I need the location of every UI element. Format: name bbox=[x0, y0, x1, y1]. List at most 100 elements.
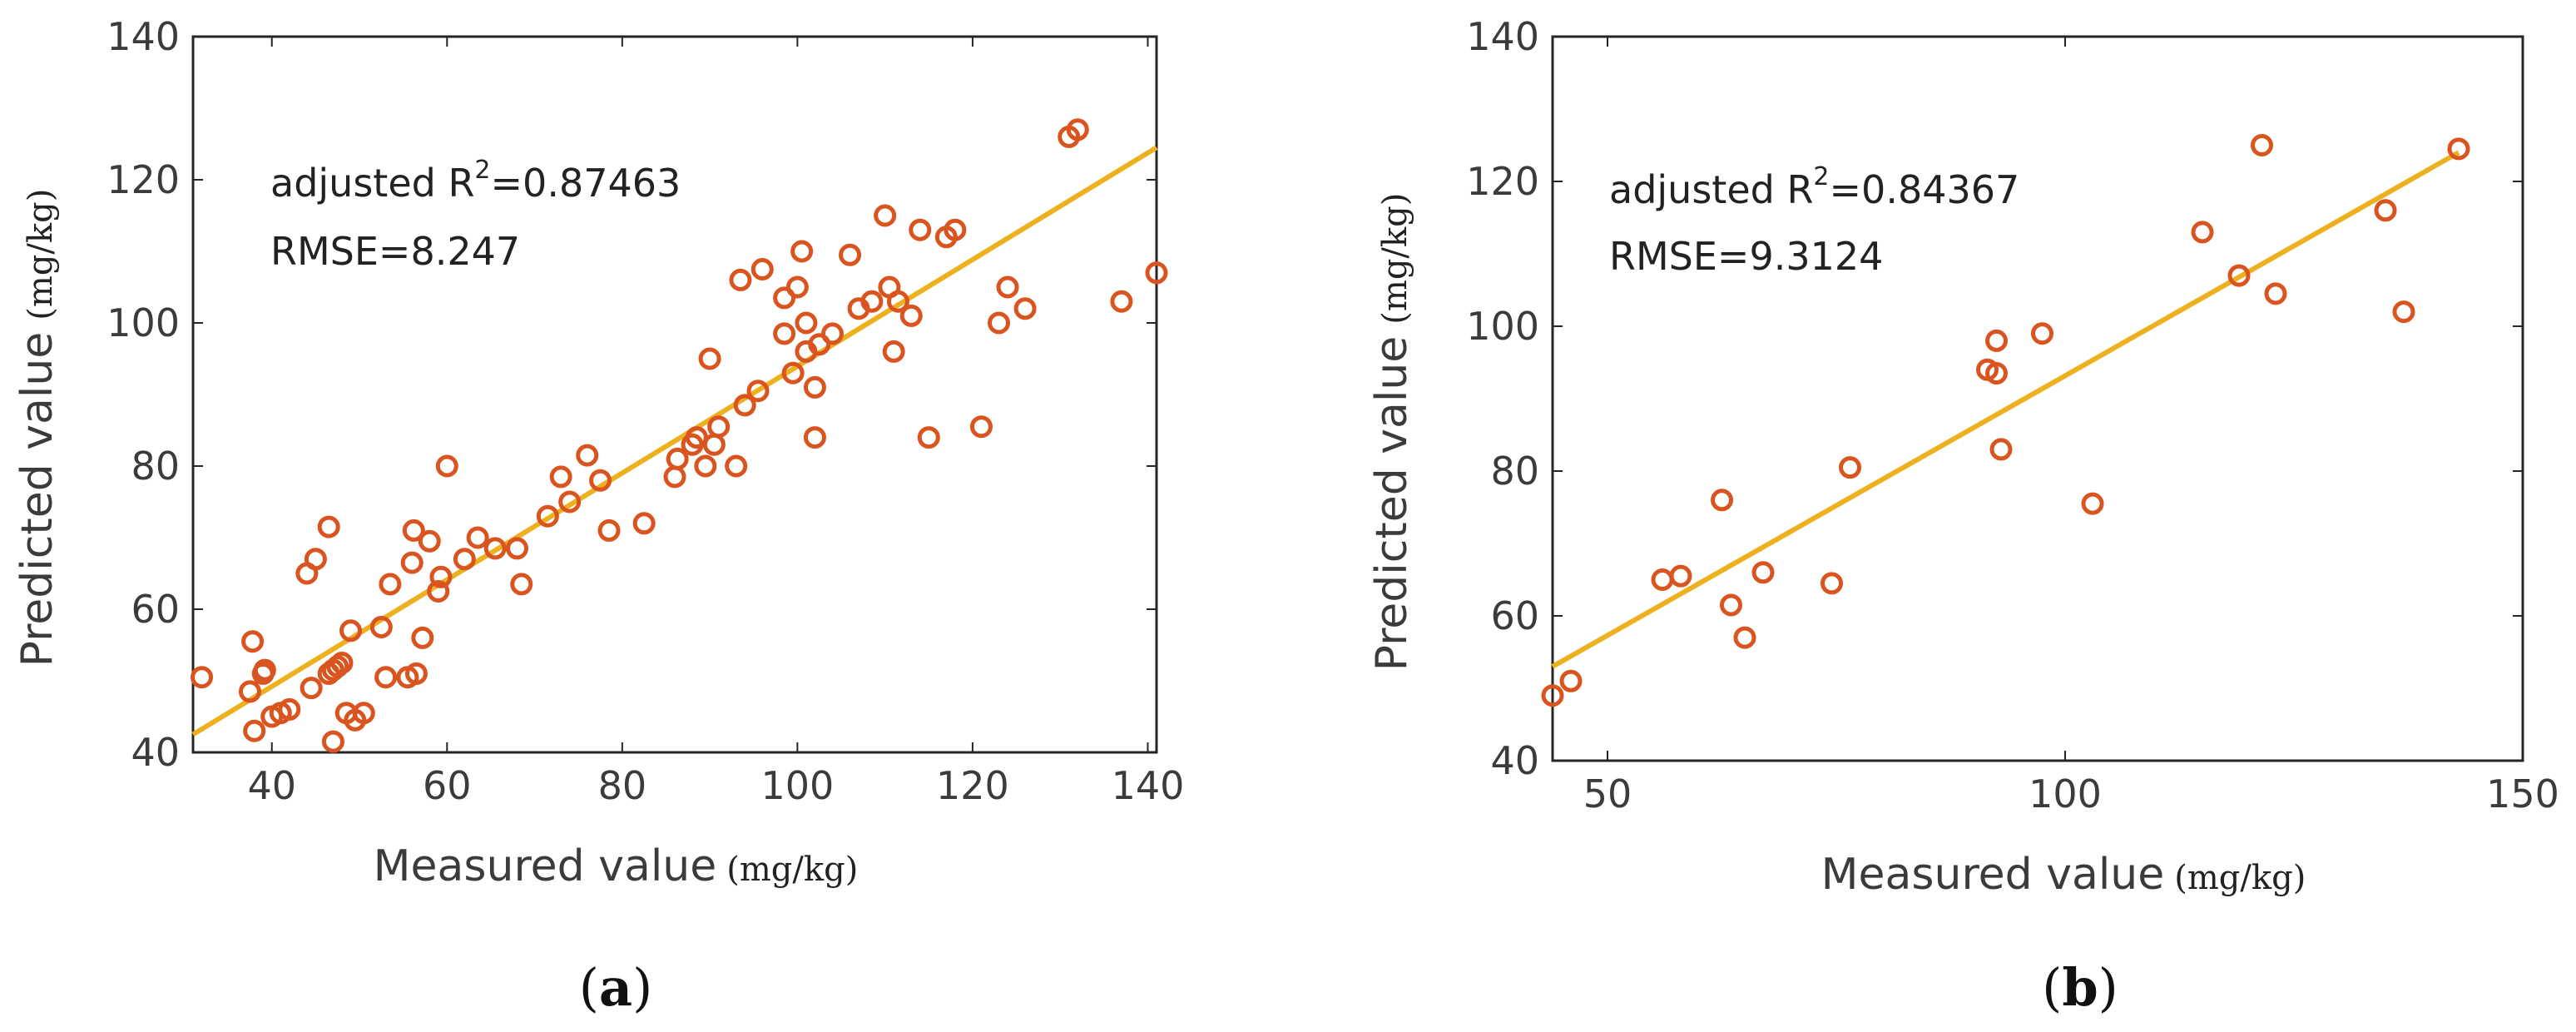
panel-b-x-axis-label: Measured value (mg/kg) bbox=[1821, 850, 2306, 900]
panel-b-points bbox=[1541, 134, 2470, 707]
data-point bbox=[996, 275, 1019, 299]
y-tick-label: 60 bbox=[131, 587, 180, 632]
data-point bbox=[1720, 593, 1742, 617]
data-point bbox=[549, 465, 572, 489]
y-tick-label: 60 bbox=[1490, 593, 1539, 638]
panel-a-ticks: 40 60 80 100 120 140 40 60 80 100 120 140 bbox=[107, 14, 1184, 808]
data-point bbox=[909, 218, 932, 241]
data-point bbox=[1013, 297, 1037, 320]
data-point bbox=[339, 619, 362, 643]
data-point bbox=[886, 290, 909, 313]
panel-a-fit-line bbox=[191, 145, 1158, 737]
data-point bbox=[411, 626, 434, 649]
data-point bbox=[483, 537, 507, 560]
panel-b-rmse-annotation: RMSE=9.3124 bbox=[1609, 234, 1883, 279]
data-point bbox=[191, 666, 214, 689]
data-point bbox=[1541, 684, 1564, 707]
data-point bbox=[558, 490, 582, 514]
data-point bbox=[506, 537, 529, 560]
panel-a-x-axis-label: Measured value (mg/kg) bbox=[374, 841, 859, 891]
data-point bbox=[576, 444, 599, 467]
panel-b-caption: (b) bbox=[2042, 957, 2118, 1018]
y-tick-label: 40 bbox=[1490, 738, 1539, 783]
x-tick-label: 100 bbox=[760, 763, 834, 808]
data-point bbox=[300, 677, 323, 700]
data-point bbox=[278, 697, 301, 721]
x-tick-label: 150 bbox=[2486, 772, 2559, 816]
data-point bbox=[510, 573, 533, 596]
data-point bbox=[702, 433, 726, 456]
data-point bbox=[238, 680, 261, 703]
data-point bbox=[666, 447, 689, 470]
data-point bbox=[427, 580, 450, 603]
data-point bbox=[317, 515, 340, 538]
x-tick-label: 50 bbox=[1583, 772, 1632, 816]
data-point bbox=[632, 512, 656, 535]
data-point bbox=[746, 380, 770, 403]
data-point bbox=[899, 304, 923, 327]
x-tick-label: 120 bbox=[936, 763, 1009, 808]
data-point bbox=[589, 469, 612, 492]
data-point bbox=[453, 548, 476, 571]
data-point bbox=[773, 322, 796, 345]
data-point bbox=[729, 268, 752, 291]
panel-a-caption: (a) bbox=[579, 957, 653, 1018]
x-tick-label: 100 bbox=[2029, 772, 2102, 816]
data-point bbox=[1821, 572, 1843, 595]
data-point bbox=[1839, 456, 1861, 479]
panel-a-r2-annotation: adjusted R2=0.87463 bbox=[270, 156, 681, 206]
data-point bbox=[663, 465, 686, 489]
panel-a-chart: 40 60 80 100 120 140 40 60 80 100 120 140 adjusted … bbox=[12, 14, 1184, 1018]
data-point bbox=[1066, 118, 1089, 141]
x-tick-label: 80 bbox=[598, 763, 647, 808]
data-point bbox=[2264, 282, 2287, 305]
data-point bbox=[253, 658, 276, 682]
data-point bbox=[435, 454, 458, 478]
data-point bbox=[1651, 568, 1674, 591]
data-point bbox=[1733, 626, 1756, 649]
y-tick-label: 140 bbox=[1466, 14, 1539, 59]
data-point bbox=[374, 666, 398, 689]
data-point bbox=[1751, 561, 1775, 584]
data-point bbox=[1110, 290, 1133, 313]
y-tick-label: 80 bbox=[131, 444, 180, 489]
y-tick-label: 40 bbox=[131, 730, 180, 775]
data-point bbox=[404, 662, 428, 685]
data-point bbox=[1669, 564, 1692, 588]
x-tick-label: 40 bbox=[247, 763, 296, 808]
y-tick-label: 100 bbox=[107, 300, 180, 345]
data-point bbox=[733, 394, 756, 417]
data-point bbox=[321, 730, 344, 753]
data-point bbox=[2191, 221, 2214, 244]
data-point bbox=[400, 551, 424, 574]
data-point bbox=[466, 526, 489, 549]
x-tick-label: 140 bbox=[1112, 763, 1185, 808]
data-point bbox=[418, 529, 441, 553]
data-point bbox=[944, 218, 967, 241]
data-point bbox=[790, 240, 814, 263]
data-point bbox=[917, 426, 940, 449]
data-point bbox=[882, 340, 905, 363]
data-point bbox=[2374, 199, 2397, 222]
y-tick-label: 140 bbox=[107, 14, 180, 59]
data-point bbox=[1145, 261, 1168, 285]
y-tick-label: 100 bbox=[1466, 304, 1539, 349]
data-point bbox=[536, 504, 559, 528]
data-point bbox=[369, 616, 393, 638]
panel-b-chart: 50 100 150 40 60 80 100 120 140 adjusted R2=0.84… bbox=[1367, 14, 2559, 1018]
data-point bbox=[597, 518, 621, 542]
panel-b-ticks: 50 100 150 40 60 80 100 120 140 bbox=[1466, 14, 2559, 816]
y-tick-label: 80 bbox=[1490, 449, 1539, 494]
data-point bbox=[2251, 134, 2273, 156]
data-point bbox=[795, 311, 818, 335]
data-point bbox=[874, 204, 897, 227]
panel-b-fit-line bbox=[1551, 150, 2460, 669]
panel-a-y-axis-label: Predicted value(mg/kg) bbox=[12, 189, 62, 667]
panel-a-rmse-annotation: RMSE=8.247 bbox=[270, 229, 520, 274]
panel-b-plot-frame bbox=[1551, 35, 2524, 762]
data-point bbox=[773, 286, 796, 310]
data-point bbox=[969, 415, 993, 439]
data-point bbox=[803, 426, 826, 449]
data-point bbox=[352, 702, 375, 725]
